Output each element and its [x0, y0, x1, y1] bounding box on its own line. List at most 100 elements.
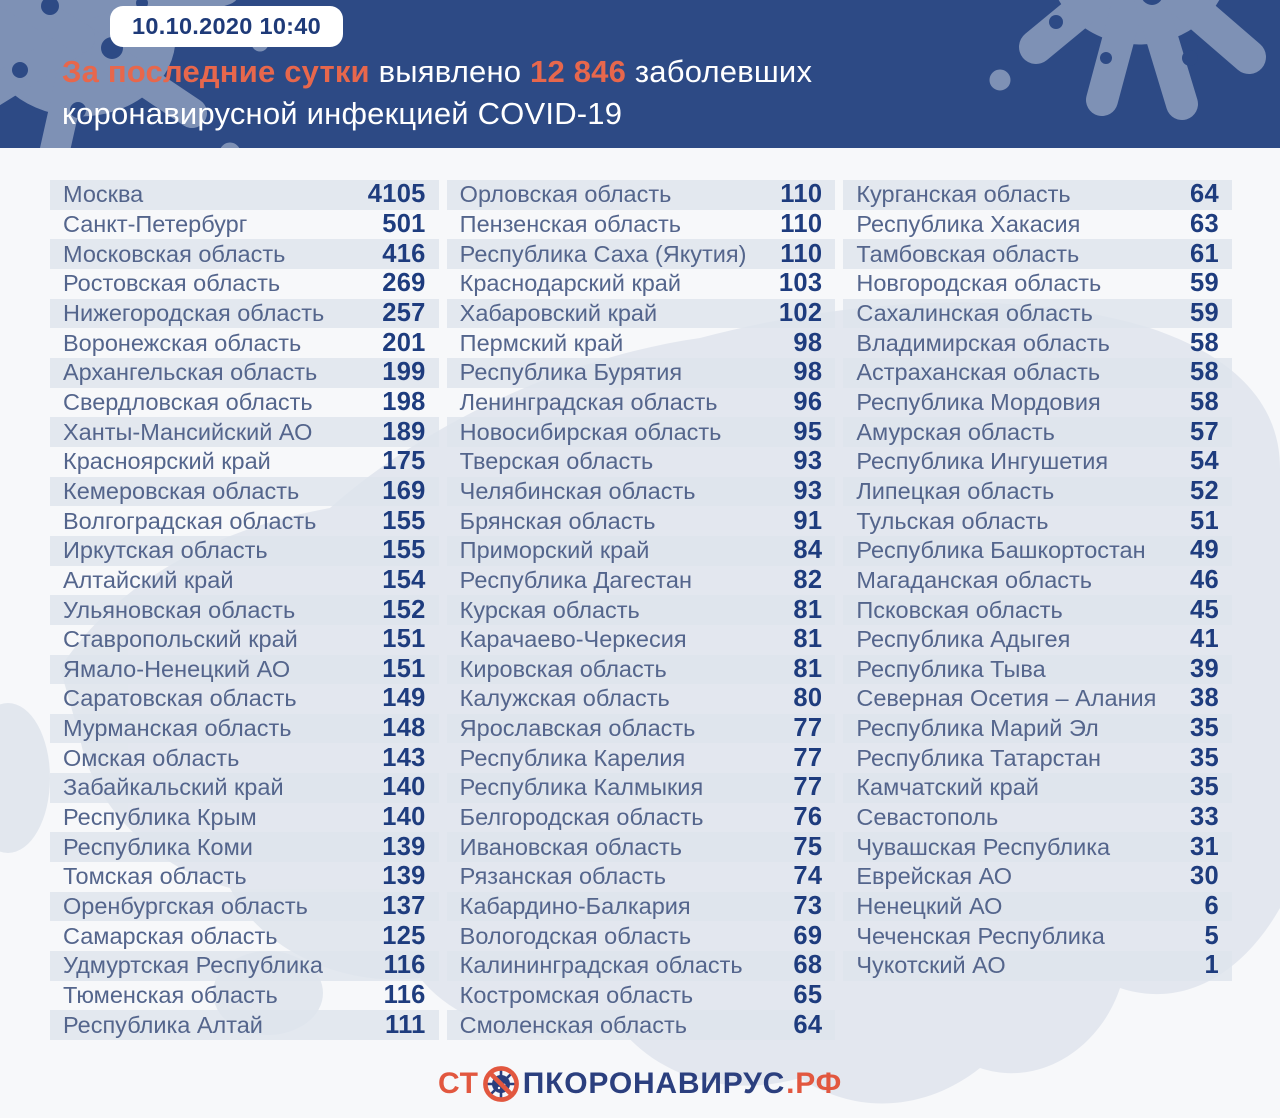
new-cases-value: 59	[1190, 298, 1220, 327]
new-cases-value: 155	[382, 536, 426, 565]
table-row: Ставропольский край 151	[50, 625, 439, 655]
region-name: Ульяновская область	[63, 596, 296, 623]
region-name: Ханты-Мансийский АО	[63, 418, 313, 445]
table-row: Чувашская Республика 31	[843, 832, 1233, 863]
new-cases-value: 151	[382, 654, 426, 683]
region-name: Московская область	[63, 240, 286, 267]
headline-text: заболевших	[626, 54, 813, 89]
new-cases-value: 68	[793, 951, 823, 980]
region-name: Тверская область	[459, 448, 654, 475]
region-name: Республика Мордовия	[856, 388, 1101, 415]
table-row: Мурманская область 148	[50, 713, 439, 744]
logo-text-st: СТ	[437, 1067, 479, 1100]
region-name: Сахалинская область	[856, 299, 1093, 326]
new-cases-value: 81	[793, 625, 823, 654]
table-row: Красноярский край 175	[50, 447, 439, 477]
table-row: Северная Осетия – Алания 38	[843, 684, 1232, 714]
table-row: Республика Татарстан 35	[843, 743, 1232, 773]
new-cases-value: 96	[793, 387, 823, 416]
region-name: Краснодарский край	[459, 270, 681, 297]
new-cases-value: 116	[383, 981, 426, 1010]
table-row: Республика Бурятия 98	[446, 357, 836, 388]
region-name: Нижегородская область	[63, 299, 325, 326]
region-name: Саратовская область	[63, 685, 297, 712]
table-row: Республика Калмыкия 77	[446, 773, 836, 803]
region-name: Магаданская область	[856, 566, 1093, 593]
new-cases-value: 154	[382, 565, 426, 594]
new-cases-value: 51	[1190, 506, 1220, 535]
region-name: Красноярский край	[63, 448, 271, 475]
region-name: Иркутская область	[63, 537, 268, 564]
region-name: Костромская область	[459, 982, 694, 1009]
region-name: Республика Саха (Якутия)	[459, 240, 747, 267]
new-cases-value: 77	[793, 773, 823, 802]
region-name: Калининградская область	[459, 952, 743, 979]
table-row: Брянская область 91	[447, 506, 836, 536]
new-cases-value: 77	[793, 714, 823, 743]
region-name: Тамбовская область	[856, 240, 1080, 267]
region-name: Пермский край	[459, 329, 624, 356]
region-name: Новосибирская область	[459, 418, 722, 445]
new-cases-value: 84	[793, 536, 823, 565]
region-name: Республика Татарстан	[856, 744, 1101, 771]
new-cases-value: 81	[793, 595, 823, 624]
new-cases-value: 269	[382, 269, 426, 298]
new-cases-value: 49	[1190, 536, 1220, 565]
table-row: Республика Алтай 111	[50, 1010, 439, 1041]
region-name: Санкт-Петербург	[63, 210, 248, 237]
region-name: Смоленская область	[459, 1011, 687, 1038]
new-cases-value: 98	[793, 328, 823, 357]
new-cases-value: 38	[1190, 684, 1220, 713]
table-row: Забайкальский край 140	[50, 773, 439, 803]
table-row: Калининградская область 68	[446, 951, 836, 981]
new-cases-value: 169	[382, 476, 426, 505]
new-cases-value: 76	[793, 803, 823, 832]
new-cases-value: 152	[382, 595, 426, 624]
region-name: Ярославская область	[459, 715, 696, 742]
region-name: Брянская область	[459, 507, 656, 534]
new-cases-value: 5	[1204, 921, 1220, 950]
new-cases-value: 199	[382, 358, 426, 387]
table-row: Республика Дагестан 82	[447, 566, 836, 596]
table-row: Пензенская область 110	[447, 210, 836, 240]
table-row: Курская область 81	[446, 595, 836, 625]
new-cases-value: 1	[1204, 951, 1220, 980]
new-cases-value: 4105	[367, 180, 426, 209]
region-name: Омская область	[63, 744, 240, 771]
table-row: Воронежская область 201	[50, 328, 439, 358]
region-name: Тульская область	[856, 507, 1049, 534]
table-row: Республика Марий Эл 35	[843, 713, 1233, 744]
table-row: Курганская область 64	[843, 180, 1233, 210]
region-name: Хабаровский край	[459, 299, 658, 326]
table-row: Кемеровская область 169	[50, 476, 439, 507]
table-row: Хабаровский край 102	[446, 298, 836, 329]
region-name: Рязанская область	[459, 863, 666, 890]
logo-text-tld: .РФ	[786, 1067, 843, 1100]
table-row: Рязанская область 74	[447, 862, 836, 892]
new-cases-value: 81	[793, 654, 823, 683]
new-cases-value: 175	[382, 447, 426, 476]
table-row: Смоленская область 64	[446, 1010, 836, 1041]
new-cases-value: 111	[385, 1010, 426, 1039]
new-cases-value: 82	[793, 565, 823, 594]
table-row: Челябинская область 93	[446, 476, 836, 507]
region-name: Ставропольский край	[63, 626, 298, 653]
table-row: Ярославская область 77	[446, 713, 836, 744]
table-row: Чеченская Республика 5	[843, 921, 1232, 951]
content-area: Москва 4105 Санкт-Петербург 501 Московская о…	[0, 148, 1280, 1118]
region-name: Ростовская область	[63, 270, 281, 297]
cases-table: Москва 4105 Санкт-Петербург 501 Московская о…	[50, 180, 1233, 1041]
new-cases-value: 416	[382, 239, 426, 268]
region-name: Калужская область	[459, 685, 670, 712]
table-row: Республика Мордовия 58	[843, 388, 1232, 418]
region-name: Ленинградская область	[459, 388, 718, 415]
new-cases-value: 6	[1204, 892, 1220, 921]
table-row: Калужская область 80	[447, 684, 836, 714]
table-row: Ненецкий АО 6	[843, 891, 1233, 922]
new-cases-value: 137	[382, 892, 426, 921]
new-cases-value: 54	[1190, 447, 1220, 476]
new-cases-value: 33	[1190, 803, 1220, 832]
new-cases-value: 57	[1190, 417, 1220, 446]
table-row: Республика Тыва 39	[843, 654, 1233, 685]
region-name: Республика Карелия	[459, 744, 686, 771]
